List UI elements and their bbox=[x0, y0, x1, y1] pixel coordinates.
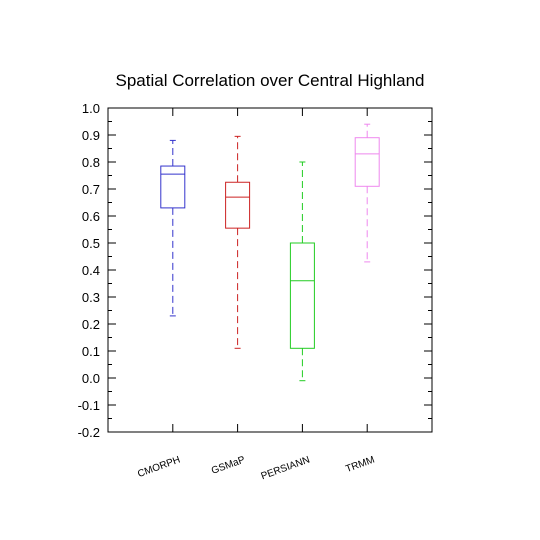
iqr-box bbox=[225, 181, 251, 229]
iqr-box bbox=[289, 242, 315, 349]
y-tick-label: -0.2 bbox=[78, 425, 100, 440]
plot-frame bbox=[107, 107, 433, 433]
y-axis: -0.2 -0.1 0.0 0.1 0.2 0.3 0.4 0.5 0.6 0.7 0.8 0.9 1.… bbox=[78, 101, 432, 440]
y-tick-label: 0.5 bbox=[82, 236, 100, 251]
y-tick-label: 0.3 bbox=[82, 290, 100, 305]
y-tick-label: 1.0 bbox=[82, 101, 100, 116]
y-tick-label: 0.7 bbox=[82, 182, 100, 197]
y-tick-label: -0.1 bbox=[78, 398, 100, 413]
y-tick-label: 0.9 bbox=[82, 128, 100, 143]
x-category-label: TRMM bbox=[344, 454, 376, 475]
iqr-box bbox=[160, 165, 186, 209]
iqr-box bbox=[354, 137, 380, 187]
x-category-label: GSMaP bbox=[210, 454, 247, 476]
y-tick-label: 0.2 bbox=[82, 317, 100, 332]
chart-title: Spatial Correlation over Central Highlan… bbox=[116, 71, 425, 90]
box-trmm bbox=[354, 123, 380, 263]
box-persiann bbox=[289, 161, 315, 382]
y-tick-label: 0.0 bbox=[82, 371, 100, 386]
x-axis: CMORPH GSMaP PERSIANN TRMM bbox=[136, 108, 376, 482]
y-tick-label: 0.6 bbox=[82, 209, 100, 224]
y-tick-label: 0.4 bbox=[82, 263, 100, 278]
x-category-label: CMORPH bbox=[136, 454, 182, 480]
y-tick-label: 0.1 bbox=[82, 344, 100, 359]
x-category-label: PERSIANN bbox=[260, 454, 312, 482]
boxes bbox=[160, 123, 380, 382]
box-gsmap bbox=[225, 135, 251, 349]
box-cmorph bbox=[160, 139, 186, 317]
y-tick-label: 0.8 bbox=[82, 155, 100, 170]
